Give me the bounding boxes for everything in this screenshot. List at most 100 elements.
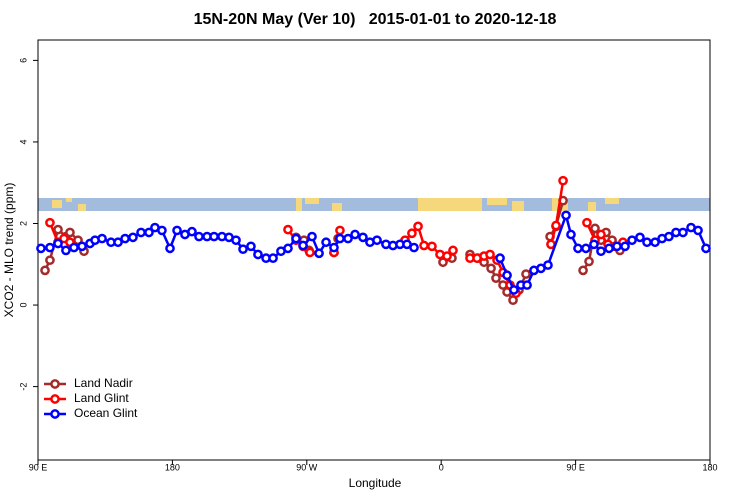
x-tick-label: 90 W <box>296 462 318 472</box>
legend-marker <box>50 394 60 404</box>
data-point <box>69 242 79 253</box>
data-point <box>246 241 256 252</box>
data-point <box>372 235 382 246</box>
data-point <box>448 245 458 256</box>
data-point <box>187 226 197 237</box>
data-point <box>305 247 315 258</box>
data-point <box>701 243 711 254</box>
data-point <box>573 243 583 254</box>
data-point <box>283 243 293 254</box>
data-point <box>566 229 576 240</box>
series-line <box>40 211 708 292</box>
data-point <box>45 217 55 228</box>
data-point <box>521 269 531 279</box>
data-point <box>209 231 219 242</box>
data-point <box>165 243 175 254</box>
data-point <box>97 233 107 244</box>
data-point <box>612 241 622 252</box>
data-point <box>558 175 568 186</box>
chart-title: 15N-20N May (Ver 10) 2015-01-01 to 2020-… <box>194 11 557 28</box>
data-point <box>604 243 614 254</box>
data-point <box>664 231 674 242</box>
data-point <box>238 244 248 255</box>
data-point <box>596 229 606 240</box>
data-point <box>642 237 652 248</box>
data-point <box>231 235 241 246</box>
legend-marker <box>50 379 60 389</box>
data-point <box>561 210 571 221</box>
data-point <box>486 263 496 274</box>
data-point <box>314 248 324 259</box>
data-point <box>45 242 55 253</box>
data-point <box>307 231 317 242</box>
y-tick-label: 2 <box>18 221 28 226</box>
data-point <box>144 227 154 238</box>
data-point <box>693 225 703 236</box>
data-point <box>427 241 437 252</box>
legend-label: Ocean Glint <box>74 406 138 420</box>
data-point <box>61 245 71 256</box>
data-point <box>543 260 553 270</box>
data-point <box>291 233 301 244</box>
data-point <box>495 253 505 264</box>
data-point <box>491 273 501 283</box>
data-point <box>485 249 495 260</box>
data-point <box>335 225 345 236</box>
data-point <box>65 227 75 238</box>
data-point <box>590 223 600 234</box>
data-point <box>268 253 278 264</box>
data-point <box>329 242 339 253</box>
data-point <box>128 232 138 243</box>
data-point <box>194 231 204 242</box>
data-point <box>551 220 561 231</box>
data-point <box>53 238 63 249</box>
data-point <box>36 243 46 254</box>
data-point <box>343 233 353 244</box>
x-axis-title: Longitude <box>349 476 402 490</box>
data-point <box>509 285 519 295</box>
legend-label: Land Glint <box>74 391 129 405</box>
legend-marker <box>50 409 60 419</box>
data-point <box>136 227 146 238</box>
data-point <box>650 237 660 248</box>
data-point <box>335 233 345 244</box>
legend-label: Land Nadir <box>74 376 133 390</box>
data-point <box>442 251 452 261</box>
data-point <box>283 224 293 235</box>
y-tick-label: 0 <box>18 303 28 308</box>
data-point <box>40 265 50 276</box>
x-tick-label: 180 <box>165 462 180 472</box>
data-point <box>627 235 637 246</box>
x-tick-label: 0 <box>439 462 444 472</box>
y-axis-title: XCO2 - MLO trend (ppm) <box>2 183 16 318</box>
data-point <box>678 227 688 238</box>
data-point <box>581 243 591 254</box>
data-point <box>120 233 130 244</box>
data-point <box>172 225 182 236</box>
data-point <box>522 280 532 290</box>
x-tick-label: 90 E <box>566 462 585 472</box>
y-tick-label: 6 <box>18 58 28 63</box>
data-point <box>77 241 87 252</box>
data-point <box>589 239 599 250</box>
data-point <box>53 224 63 235</box>
data-point <box>620 241 630 252</box>
data-point <box>584 256 594 267</box>
data-point <box>113 237 123 248</box>
y-tick-label: 4 <box>18 139 28 144</box>
data-point <box>321 237 331 248</box>
x-tick-label: 180 <box>702 462 717 472</box>
data-point <box>298 240 308 251</box>
data-point <box>596 246 606 257</box>
data-point <box>413 221 423 232</box>
data-point <box>350 229 360 240</box>
data-point <box>45 255 55 266</box>
y-tick-label: -2 <box>18 383 28 391</box>
data-point <box>409 242 419 253</box>
x-tick-label: 90 E <box>29 462 48 472</box>
data-point <box>582 217 592 228</box>
data-point <box>358 232 368 243</box>
data-point <box>253 249 263 260</box>
series <box>36 210 711 295</box>
